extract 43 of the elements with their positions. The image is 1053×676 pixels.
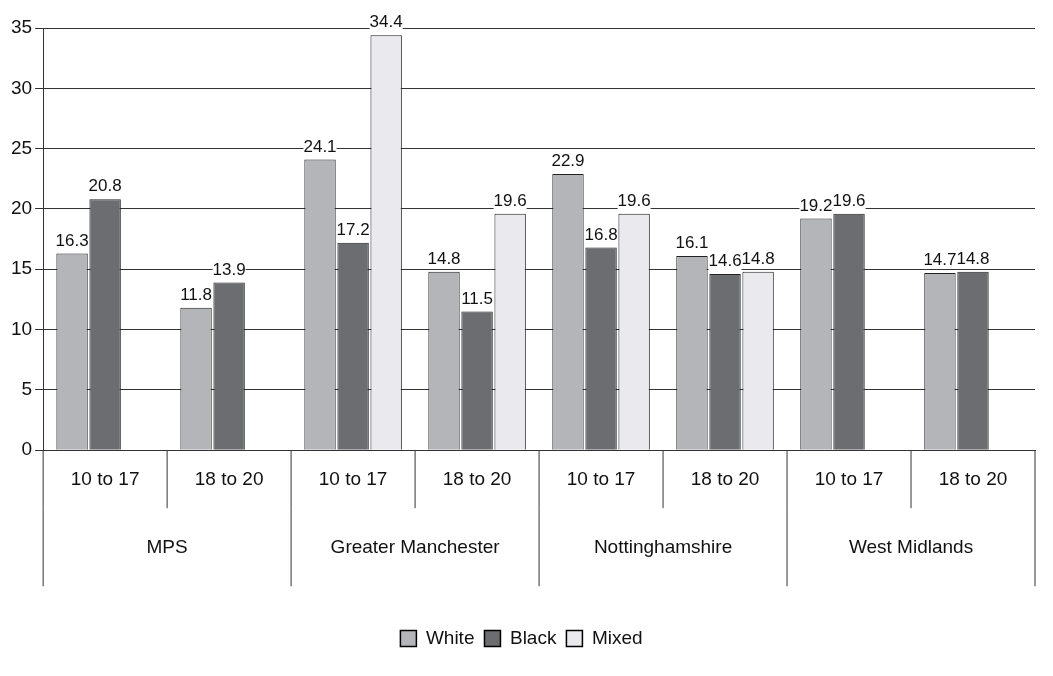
x-tick-label: 18 to 20	[938, 467, 1008, 489]
y-tick-label: 0	[21, 438, 33, 460]
data-label: 17.2	[336, 219, 370, 239]
data-label: 13.9	[212, 259, 246, 279]
y-tick-label: 30	[10, 76, 33, 98]
data-label: 11.8	[180, 285, 212, 305]
data-label: 19.6	[493, 190, 527, 210]
data-label: 14.8	[427, 248, 461, 268]
data-label: 19.6	[617, 190, 651, 210]
data-label: 14.8	[741, 248, 775, 268]
x-tick-label: 18 to 20	[690, 467, 760, 489]
text: MPS	[146, 536, 188, 558]
x-tick-label: 18 to 20	[194, 467, 264, 489]
text: Nottinghamshire	[593, 536, 733, 558]
data-label: 16.1	[675, 233, 709, 253]
data-label: 14.7	[923, 250, 957, 270]
y-tick-label: 25	[10, 136, 33, 158]
data-label: 22.9	[551, 151, 585, 171]
y-tick-label: 20	[10, 197, 33, 219]
data-label: 20.8	[88, 176, 122, 196]
x-tick-label: 10 to 17	[814, 467, 884, 489]
legend-label: Mixed	[591, 626, 643, 648]
y-tick-label: 15	[10, 257, 33, 279]
data-label: 11.5	[461, 288, 493, 308]
text: West Midlands	[848, 536, 974, 558]
data-label: 16.8	[584, 224, 618, 244]
data-label: 24.1	[303, 136, 337, 156]
x-tick-label: 10 to 17	[318, 467, 388, 489]
data-label: 14.6	[708, 251, 742, 271]
data-label: 16.3	[55, 230, 89, 250]
legend-label: White	[425, 626, 475, 648]
legend-label: Black	[509, 626, 557, 648]
y-tick-label: 35	[10, 16, 33, 38]
y-tick-label: 5	[21, 378, 33, 400]
data-label: 19.2	[799, 195, 833, 215]
x-tick-label: 10 to 17	[70, 467, 140, 489]
x-tick-label: 18 to 20	[442, 467, 512, 489]
y-tick-label: 10	[10, 317, 33, 339]
data-label: 34.4	[369, 12, 403, 32]
text: Greater Manchester	[330, 536, 501, 558]
data-label: 19.6	[832, 190, 866, 210]
data-label: 14.8	[956, 248, 990, 268]
x-tick-label: 10 to 17	[566, 467, 636, 489]
